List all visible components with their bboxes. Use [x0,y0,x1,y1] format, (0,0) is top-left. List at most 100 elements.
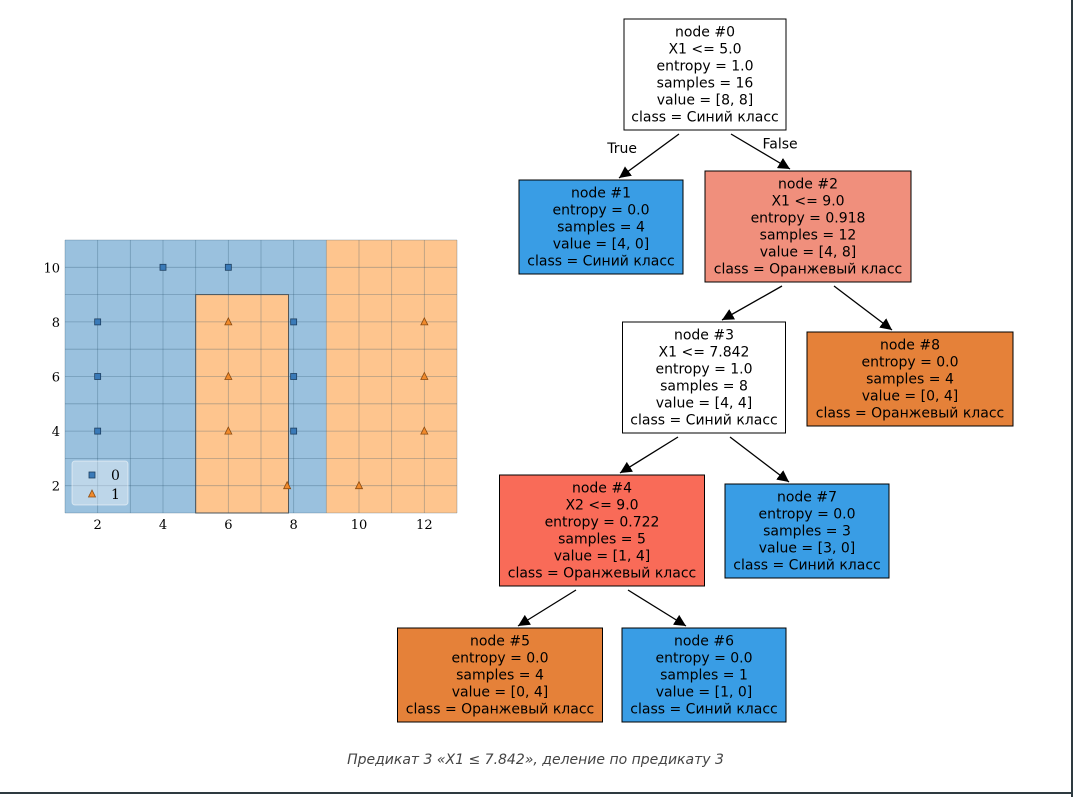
node-text-line: class = Синий класс [527,254,674,270]
data-point-class-0 [94,318,102,326]
node-box [397,627,603,723]
data-point-class-0 [290,318,298,326]
y-tick-label: 4 [52,425,60,440]
node-text-line: X1 <= 7.842 [659,345,750,361]
data-point-class-1 [354,480,364,490]
node-text-line: samples = 1 [660,668,748,684]
x-tick-label: 8 [290,518,298,533]
node-text-line: value = [1, 0] [656,685,753,701]
node-text-line: entropy = 0.0 [552,203,649,219]
node-text-line: value = [8, 8] [657,93,754,109]
legend-marker-1 [87,489,97,498]
node-text-line: node #8 [880,338,940,354]
edge-n3-n4 [619,436,679,474]
data-point-class-0 [94,373,102,380]
legend: 01 [71,460,129,506]
legend-label-1: 1 [111,487,120,503]
data-point-class-0 [290,373,298,380]
edge-label-true: True [606,141,637,157]
node-text-line: samples = 4 [456,668,544,684]
node-text-line: samples = 3 [763,524,851,540]
data-point-class-0 [290,427,298,435]
node-box [704,170,912,283]
x-tick-label: 4 [159,518,167,533]
node-text-line: class = Синий класс [630,702,777,718]
decision-region-2-class-1 [195,294,290,514]
y-tick-label: 10 [43,261,60,276]
node-text-line: X1 <= 9.0 [771,194,844,210]
edge-n0-n1 [618,133,680,179]
node-text-line: node #2 [778,177,838,193]
x-tick-label: 10 [351,518,368,533]
node-text-line: node #1 [571,186,631,202]
node-text-line: entropy = 0.918 [751,211,866,227]
edge-n4-n5 [517,589,577,627]
node-text-line: value = [4, 8] [760,245,857,261]
node-text-line: value = [0, 4] [862,389,959,405]
tree-edges: True False [517,133,893,627]
data-point-class-1 [282,480,292,490]
node-text-line: node #3 [674,328,734,344]
node-box [623,18,787,131]
node-text-line: entropy = 1.0 [656,59,753,75]
node-text-line: value = [4, 4] [656,396,753,412]
edge-n2-n8 [833,285,893,331]
decision-region-1-class-1 [326,240,457,513]
y-tick-label: 2 [52,480,60,495]
node-text-line: class = Оранжевый класс [508,566,696,582]
frame-border-bottom [0,792,1073,794]
node-text-line: entropy = 0.0 [861,355,958,371]
data-point-class-1 [224,426,233,435]
node-text-line: entropy = 0.722 [545,515,660,531]
caption-prefix: Предикат 3 «X1 [347,752,469,768]
node-text-line: node #0 [675,25,735,41]
x-tick-label: 6 [224,518,232,533]
edge-n0-n2 [730,133,791,170]
node-text-line: class = Оранжевый класс [714,262,902,278]
node-text-line: value = [0, 4] [452,685,549,701]
node-text-line: class = Оранжевый класс [816,406,1004,422]
node-text-line: node #6 [674,634,734,650]
node-text-line: samples = 4 [866,372,954,388]
caption-suffix: 7.842», деление по предикату 3 [480,752,724,768]
node-text-line: samples = 16 [657,76,754,92]
data-point-class-1 [420,317,429,326]
legend-marker-0 [88,471,96,479]
x-tick-label: 12 [416,518,433,533]
node-box [724,483,890,579]
node-box [622,321,786,434]
node-text-line: entropy = 0.0 [758,507,855,523]
node-text-line: node #5 [470,634,530,650]
node-text-line: entropy = 0.0 [655,651,752,667]
node-text-line: X1 <= 5.0 [668,42,741,58]
edge-n3-n7 [729,436,790,483]
node-text-line: value = [3, 0] [759,541,856,557]
edge-label-false: False [763,137,798,153]
node-text-line: class = Синий класс [733,558,880,574]
data-point-class-1 [224,371,233,380]
caption-le-symbol: ≤ [468,752,481,768]
node-text-line: value = [4, 0] [553,237,650,253]
node-text-line: samples = 5 [558,532,646,548]
node-box [621,627,787,723]
figure-caption: Предикат 3 «X1 ≤ 7.842», деление по пред… [0,752,1071,768]
y-tick-label: 8 [52,316,60,331]
node-text-line: class = Синий класс [630,413,777,429]
node-text-line: entropy = 1.0 [655,362,752,378]
node-text-line: node #4 [572,481,632,497]
node-text-line: samples = 12 [760,228,857,244]
node-text-line: class = Оранжевый класс [406,702,594,718]
node-box [806,331,1014,427]
data-point-class-1 [420,426,429,435]
